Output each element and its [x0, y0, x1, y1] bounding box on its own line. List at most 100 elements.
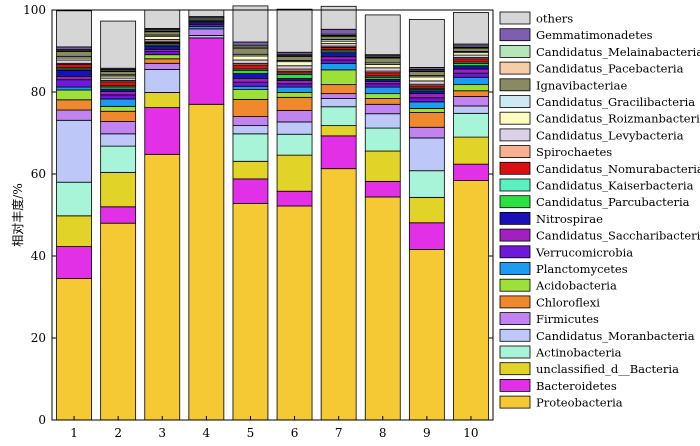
legend-swatch [499, 161, 531, 175]
bar-stack-5 [232, 5, 269, 421]
legend-label: Candidatus_Roizmanbacteria [536, 112, 700, 126]
bar-segment [320, 62, 357, 71]
bar-segment [453, 65, 489, 70]
bar-segment [56, 59, 92, 64]
y-axis-label: 相对丰度/% [10, 183, 25, 246]
bar-segment [408, 101, 445, 109]
legend-label: Spirochaetes [536, 145, 612, 159]
legend-item: unclassified_d__Bacteria [499, 362, 679, 376]
bar-segment [276, 92, 313, 98]
legend-item: Candidatus_Moranbacteria [499, 329, 695, 343]
bar-segment [232, 160, 269, 180]
bar-segment [364, 14, 401, 56]
legend-item: Proteobacteria [499, 396, 623, 410]
x-tick-label: 8 [379, 426, 387, 440]
legend-swatch [499, 95, 531, 108]
bar-stack-2 [100, 20, 137, 421]
bar-segment [276, 205, 313, 421]
legend-label: Chloroflexi [536, 295, 600, 309]
bar-segment [56, 246, 92, 279]
y-tick-label: 60 [31, 167, 46, 181]
bar-segment [408, 90, 445, 95]
y-tick-label: 20 [31, 331, 46, 345]
legend-swatch [499, 312, 531, 326]
bar-segment [56, 181, 92, 217]
bar-segment [364, 86, 401, 95]
legend-label: Candidatus_Pacebacteria [536, 62, 684, 76]
bar-segment [364, 196, 401, 421]
bar-segment [364, 83, 401, 88]
bar-segment [232, 98, 269, 117]
x-tick-label: 1 [70, 426, 78, 440]
bars-layer [56, 5, 489, 421]
bar-segment [276, 133, 313, 156]
x-tick-label: 6 [291, 426, 299, 440]
bar-segment [408, 137, 445, 172]
bar-segment [56, 51, 92, 57]
bar-segment [188, 9, 225, 17]
legend-item: others [499, 11, 573, 26]
x-tick-label: 5 [247, 426, 255, 440]
bar-segment [408, 222, 445, 250]
bar-segment [232, 55, 269, 61]
legend-label: Acidobacteria [535, 279, 617, 293]
bar-segment [100, 133, 137, 147]
legend-item: Spirochaetes [499, 145, 612, 159]
bar-segment [320, 135, 357, 170]
bar-segment [408, 249, 445, 421]
bar-segment [364, 113, 401, 129]
bar-segment [144, 69, 181, 93]
legend-label: Candidatus_Moranbacteria [536, 329, 695, 343]
legend-label: unclassified_d__Bacteria [536, 362, 679, 376]
x-ticks: 1 2 3 4 5 6 7 8 9 10 [70, 416, 479, 440]
bar-segment [320, 35, 357, 40]
bar-segment [56, 79, 92, 88]
legend-item: Gemmatimonadetes [499, 28, 653, 42]
legend-item: Candidatus_Nomurabacteria [499, 161, 700, 176]
legend-swatch [499, 128, 531, 142]
bar-segment [453, 105, 489, 114]
bar-segment [100, 171, 137, 208]
bar-segment [232, 81, 269, 87]
bar-segment [276, 65, 313, 70]
bar-segment [144, 51, 181, 56]
bar-segment [56, 278, 92, 421]
legend-swatch [499, 278, 531, 292]
bar-segment [100, 98, 137, 107]
legend-item: Ignavibacteriae [499, 78, 627, 92]
bar-segment [232, 203, 269, 421]
bar-segment [408, 80, 445, 85]
legend-swatch [499, 11, 531, 25]
legend-swatch [499, 111, 531, 125]
bar-segment [232, 47, 269, 55]
bar-segment [364, 57, 401, 64]
legend-item: Candidatus_Gracilibacteria [499, 95, 695, 109]
bar-segment [364, 127, 401, 152]
bar-segment [100, 121, 137, 135]
bar-segment [453, 112, 489, 138]
legend-label: Verrucomicrobia [535, 245, 633, 259]
bar-segment [276, 83, 313, 88]
bar-segment [232, 89, 269, 100]
bar-segment [320, 98, 357, 108]
bar-segment [100, 91, 137, 96]
bar-segment [100, 110, 137, 122]
legend-item: Candidatus_Parcubacteria [499, 195, 690, 209]
bar-segment [56, 119, 92, 183]
bar-segment [144, 153, 181, 421]
bar-segment [276, 96, 313, 111]
legend-item: Planctomycetes [499, 262, 628, 276]
bar-segment [364, 98, 401, 105]
bar-segment [144, 35, 181, 40]
bar-segment [56, 86, 92, 91]
legend-item: Candidatus_Kaiserbacteria [499, 179, 694, 193]
bar-segment [100, 71, 137, 76]
bar-segment [364, 67, 401, 72]
bar-segment [364, 150, 401, 182]
bar-segment [56, 99, 92, 111]
bar-segment [276, 190, 313, 207]
legend-label: Actinobacteria [535, 346, 622, 360]
bar-segment [56, 64, 92, 69]
